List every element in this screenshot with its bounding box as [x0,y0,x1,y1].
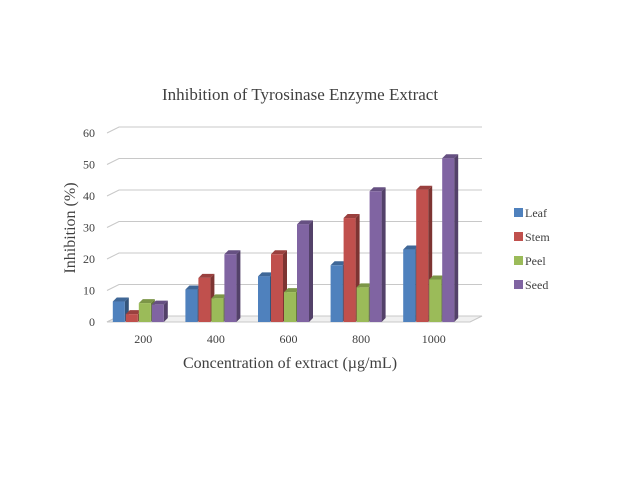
x-axis-ticks: 200 400 600 800 1000 [134,332,445,346]
bar-top [125,310,142,315]
bar-top [151,300,168,305]
bar-top [442,154,459,159]
bar-front [442,158,455,322]
legend-swatch [514,208,523,217]
bar-top [198,273,215,278]
x-tick-label: 400 [207,332,225,346]
legend-label: Leaf [525,206,547,220]
bar-front [138,303,151,322]
legend: Leaf Stem Peel Seed [514,206,550,292]
bar-front [403,249,416,322]
bar-side [163,300,168,322]
legend-swatch [514,232,523,241]
bar-front [198,277,211,322]
y-axis-ticks: 0 10 20 30 40 50 60 [83,126,95,329]
bar-top [185,285,202,290]
x-axis-title: Concentration of extract (µg/mL) [183,355,397,372]
y-tick-label: 0 [89,315,95,329]
bar-top [356,283,373,288]
x-tick-label: 600 [280,332,298,346]
bar-front [185,289,198,322]
bar-top [211,294,228,299]
bar-side [454,154,459,322]
gridline [106,126,482,134]
x-tick-label: 1000 [422,332,446,346]
bar-seed-1000 [442,154,459,322]
y-tick-label: 30 [83,221,95,235]
bar-front [271,254,283,322]
bar-top [224,250,241,255]
bar-front [369,191,382,322]
bar-seed-600 [297,220,313,322]
bar-top [369,187,386,192]
y-tick-label: 10 [83,284,95,298]
gridline [106,252,482,260]
y-tick-label: 20 [83,252,95,266]
bar-top [297,220,313,225]
legend-item-stem: Stem [514,230,550,244]
chart-title: Inhibition of Tyrosinase Enzyme Extract [162,85,438,104]
y-tick-label: 60 [83,126,95,140]
legend-item-seed: Seed [514,278,548,292]
bar-top [403,245,420,250]
gridline [106,158,482,165]
bar-top [138,299,155,304]
bar-side [236,250,241,322]
bar-front [356,287,369,322]
y-tick-label: 50 [83,158,95,172]
bar-front [224,254,237,322]
bar-side [381,187,386,322]
bar-front [330,265,343,322]
legend-label: Seed [525,278,548,292]
bar-seed-200 [151,300,168,322]
legend-label: Peel [525,254,546,268]
bar-front [211,298,224,322]
bar-front [343,218,356,322]
gridline [106,221,482,228]
bar-seed-400 [224,250,241,322]
bar-front [416,189,429,322]
bar-front [151,304,164,322]
bar-top [330,261,347,266]
bar-front [258,276,270,322]
y-tick-label: 40 [83,189,95,203]
bar-top [112,297,129,302]
legend-label: Stem [525,230,550,244]
bar-seed-800 [369,187,386,322]
bar-top [284,288,300,293]
bar-side [309,220,313,322]
bar-top [258,272,274,277]
bar-front [284,292,296,322]
bar-top [429,275,446,280]
legend-item-peel: Peel [514,254,546,268]
legend-swatch [514,280,523,289]
x-tick-label: 800 [352,332,370,346]
gridline [106,189,482,197]
bar-front [429,279,442,322]
bar-top [343,214,360,219]
y-axis-title: Inhibition (%) [62,182,79,273]
bar-front [297,224,309,322]
bar-front [125,314,138,322]
bar-top [271,250,287,255]
x-tick-label: 200 [134,332,152,346]
legend-swatch [514,256,523,265]
bar-top [416,185,433,190]
legend-item-leaf: Leaf [514,206,547,220]
bars [112,154,459,322]
bar-front [112,301,125,322]
